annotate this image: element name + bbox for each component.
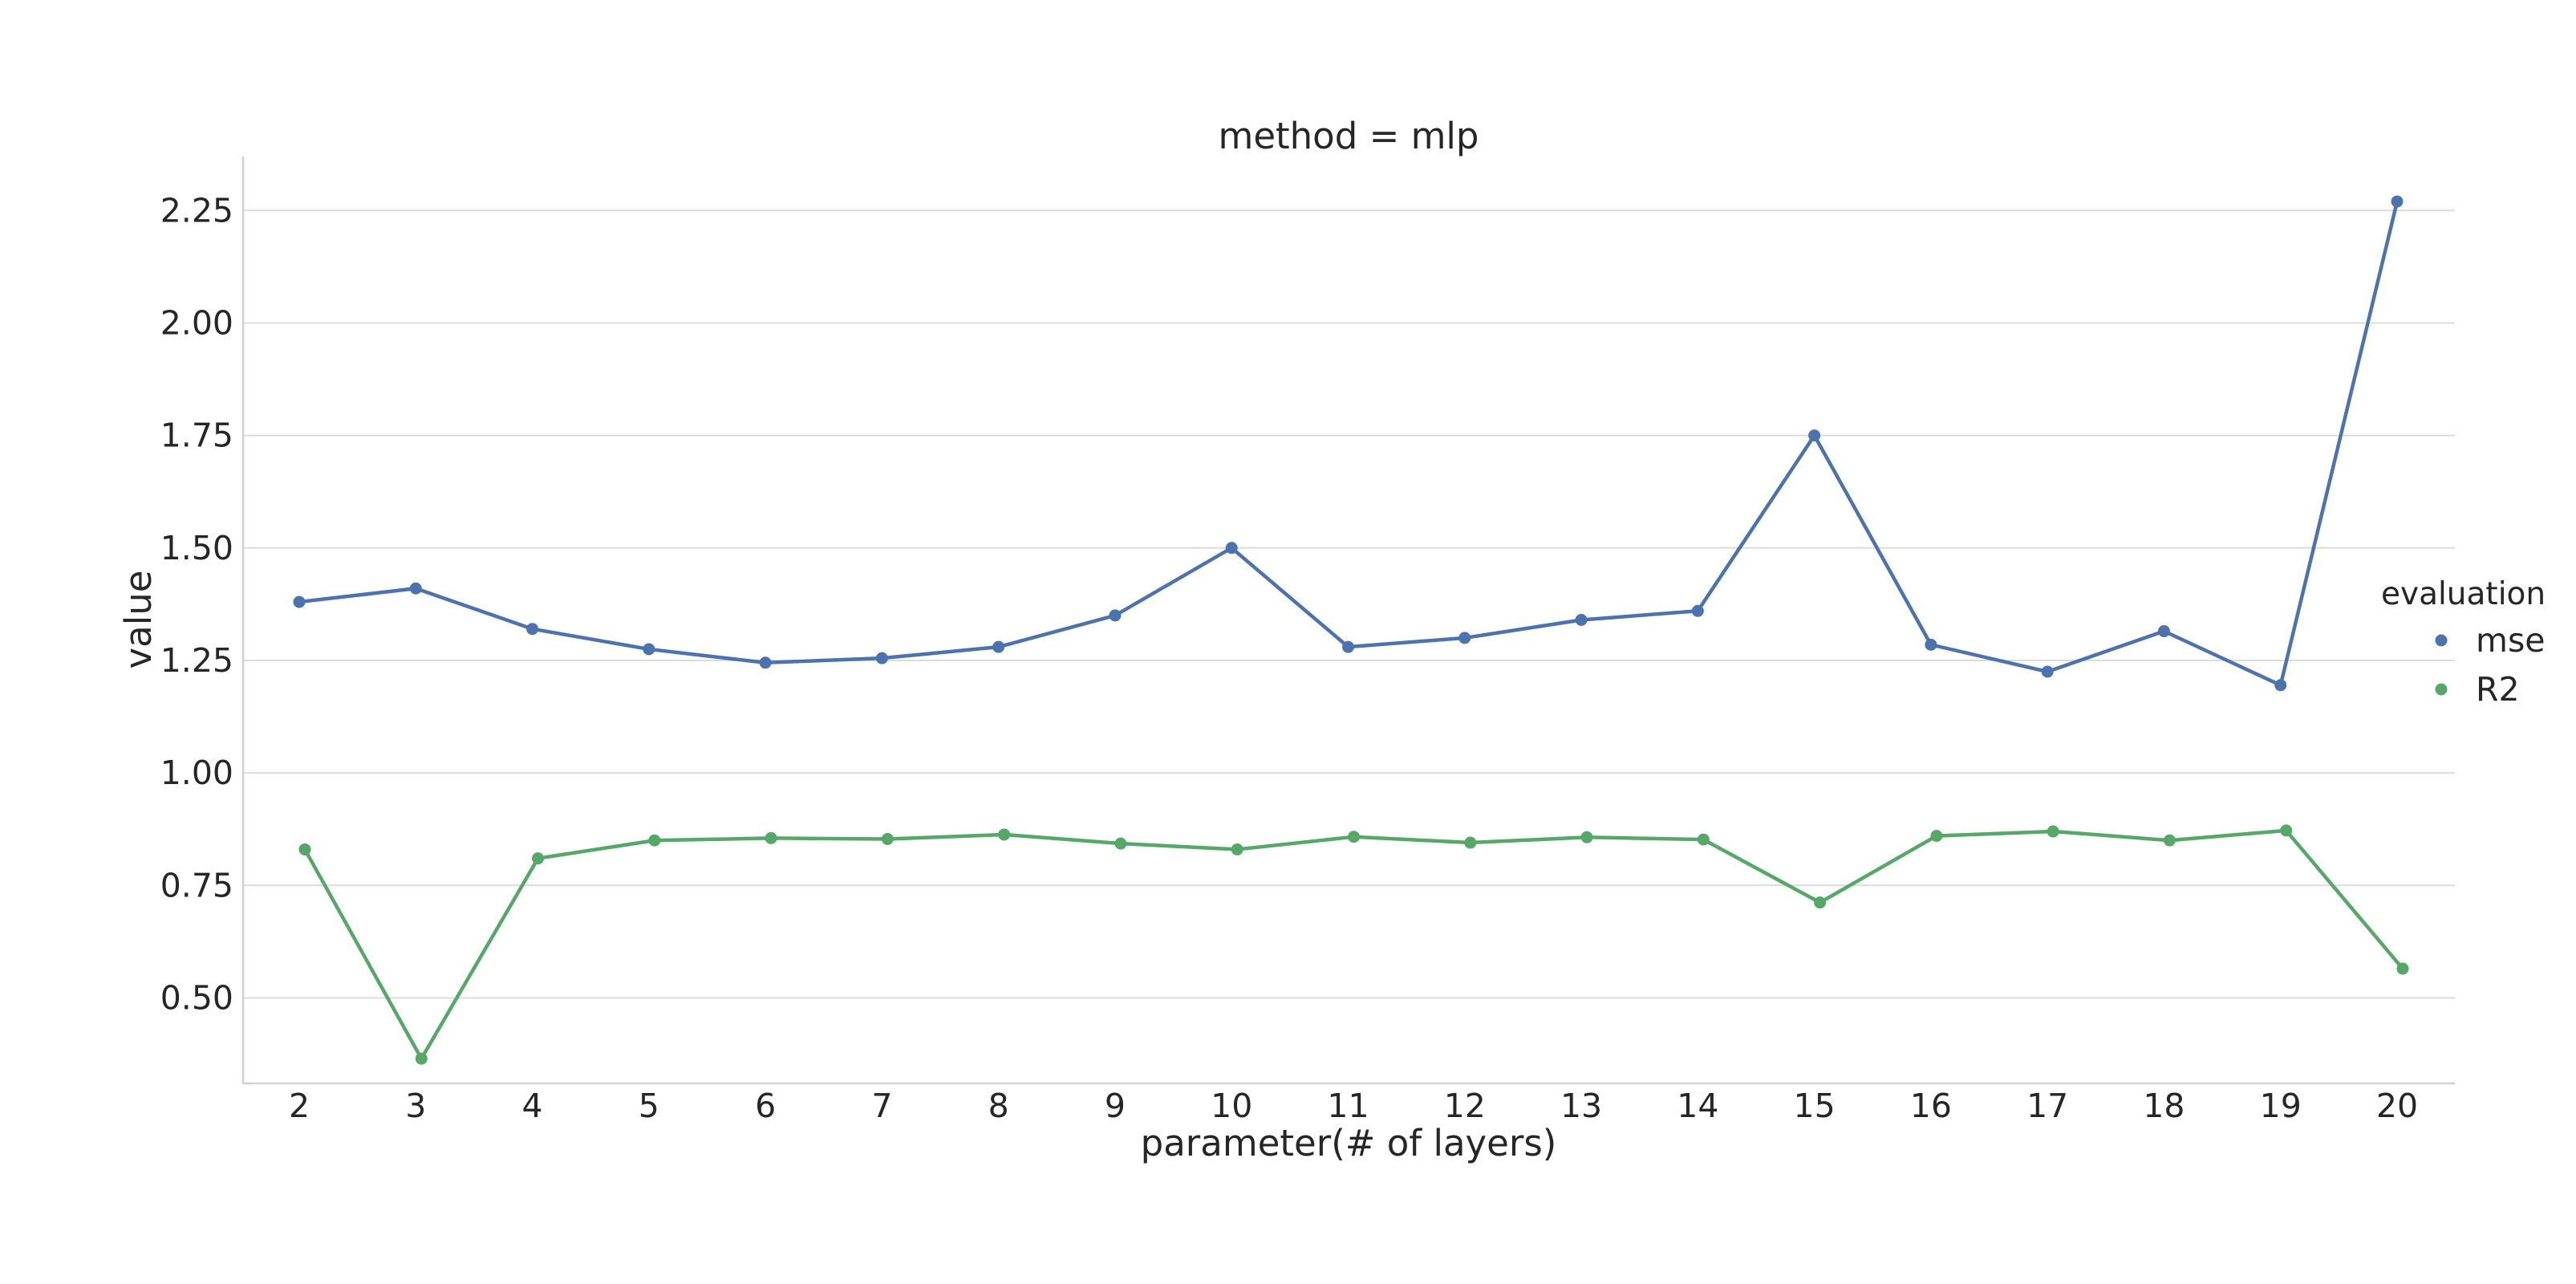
x-tick-label: 7 [871,1087,892,1125]
x-tick-label: 8 [988,1087,1009,1125]
data-point-R2 [1231,843,1243,855]
x-tick-labels: 2 3 4 5 6 7 8 9 10 11 12 13 14 15 16 17 18 19 20 [289,1087,2418,1125]
data-point-mse [1342,640,1354,653]
y-tick-label: 1.75 [160,416,233,455]
chart-title: method = mlp [1219,115,1479,157]
legend-title: evaluation [2381,576,2546,612]
data-point-R2 [415,1052,428,1065]
x-tick-label: 16 [1910,1087,1952,1125]
legend-items: mse R2 [2435,621,2546,709]
x-tick-label: 13 [1560,1087,1602,1125]
axes [241,156,2455,1085]
data-point-R2 [1464,836,1477,849]
data-point-R2 [881,833,894,846]
legend: evaluation mse R2 [2381,576,2546,709]
legend-item-R2: R2 [2435,670,2520,709]
y-axis-title: value [117,571,160,669]
y-tick-label: 1.25 [160,641,233,680]
data-point-R2 [532,852,545,865]
data-point-R2 [1814,896,1827,909]
data-point-mse [1458,632,1471,644]
data-point-mse [992,640,1005,653]
y-tick-labels: 0.50 0.75 1.00 1.25 1.50 1.75 2.00 2.25 [160,191,233,1017]
x-tick-label: 15 [1794,1087,1836,1125]
y-tick-label: 0.50 [160,978,233,1017]
series-line-R2 [303,828,2404,1061]
data-point-R2 [1930,830,1943,843]
data-point-mse [526,623,539,636]
data-point-mse [1225,542,1238,555]
data-point-mse [2274,679,2287,692]
y-tick-label: 1.50 [160,529,233,567]
legend-marker [2435,634,2448,647]
legend-item-mse: mse [2435,621,2546,660]
data-point-mse [2391,195,2404,208]
data-point-R2 [998,828,1011,841]
x-tick-label: 9 [1105,1087,1126,1125]
data-point-R2 [298,843,311,855]
y-tick-label: 2.25 [160,191,233,230]
x-tick-label: 6 [755,1087,776,1125]
data-point-R2 [2047,825,2059,838]
x-tick-label: 5 [639,1087,659,1125]
x-tick-label: 3 [405,1087,426,1125]
data-point-mse [2157,625,2170,638]
data-point-R2 [1580,831,1593,843]
x-tick-label: 19 [2260,1087,2302,1125]
x-tick-label: 20 [2376,1087,2418,1125]
data-point-R2 [2163,834,2176,847]
gridlines [243,209,2455,999]
data-point-R2 [648,834,661,847]
data-point-R2 [1114,837,1127,850]
data-point-mse [1575,614,1588,626]
x-tick-label: 18 [2143,1087,2185,1125]
data-point-mse [1691,604,1704,617]
y-tick-label: 2.00 [160,303,233,342]
y-tick-label: 1.00 [160,754,233,792]
x-tick-label: 14 [1677,1087,1718,1125]
legend-label: mse [2476,621,2546,660]
series-R2 [298,824,2409,1065]
data-point-mse [1808,429,1821,442]
data-point-mse [1925,638,1937,651]
data-point-R2 [1348,831,1360,843]
x-tick-label: 2 [289,1087,310,1125]
x-tick-label: 17 [2026,1087,2068,1125]
x-tick-label: 11 [1327,1087,1369,1125]
y-tick-label: 0.75 [160,866,233,904]
series-line-mse [298,201,2400,688]
data-point-mse [1109,609,1122,622]
x-axis-title: parameter(# of layers) [1141,1122,1557,1164]
data-point-mse [2041,665,2054,678]
series [293,195,2409,1065]
data-point-mse [643,643,655,656]
data-point-R2 [1697,833,1710,846]
legend-marker [2435,683,2448,696]
x-tick-label: 10 [1211,1087,1252,1125]
series-mse [293,195,2404,692]
data-point-R2 [765,831,777,844]
legend-label: R2 [2476,670,2520,709]
data-point-R2 [2280,824,2293,837]
x-tick-label: 12 [1444,1087,1486,1125]
data-point-mse [409,582,422,595]
data-point-mse [293,595,306,608]
data-point-mse [759,656,772,669]
data-point-R2 [2396,962,2409,975]
data-point-mse [875,652,888,664]
x-tick-label: 4 [522,1087,543,1125]
